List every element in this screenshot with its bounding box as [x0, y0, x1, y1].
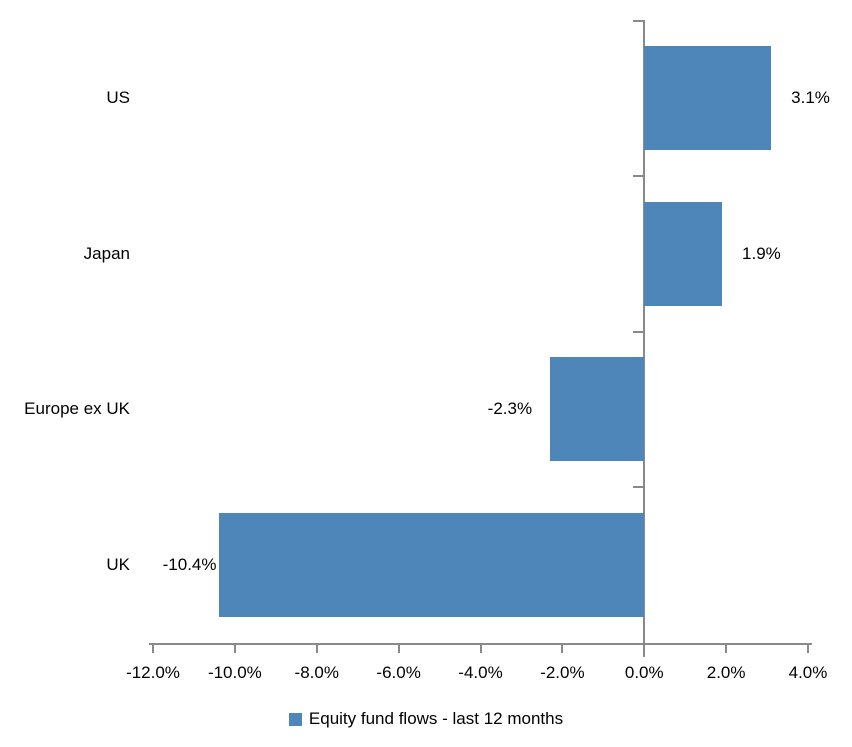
x-tick-label: -6.0% — [376, 663, 421, 682]
bar-japan — [644, 201, 723, 306]
x-axis-tick — [233, 643, 236, 653]
y-axis-tick — [633, 486, 644, 489]
x-tick-label: -8.0% — [294, 663, 339, 682]
x-tick-label: 2.0% — [706, 663, 746, 682]
category-label: US — [106, 87, 130, 107]
bar-europe-ex-uk — [550, 357, 645, 462]
category-label: Europe ex UK — [24, 399, 130, 419]
y-axis-zero-line — [643, 20, 646, 657]
y-axis-tick — [633, 20, 644, 22]
x-axis-tick — [152, 643, 154, 653]
bar-uk — [218, 513, 645, 618]
legend-swatch-icon — [288, 712, 302, 726]
x-tick-label: -2.0% — [540, 663, 585, 682]
value-label: 1.9% — [742, 243, 781, 263]
y-axis-tick — [633, 174, 644, 177]
value-label: -10.4% — [162, 555, 217, 575]
category-label: Japan — [83, 243, 130, 263]
x-tick-label: -12.0% — [126, 663, 180, 682]
x-axis-tick — [479, 643, 482, 653]
category-label: UK — [106, 555, 130, 575]
x-tick-label: -4.0% — [458, 663, 503, 682]
bar-us — [644, 45, 772, 150]
value-label: -2.3% — [487, 399, 533, 419]
x-tick-label: 4.0% — [788, 663, 828, 682]
legend: Equity fund flows - last 12 months — [0, 708, 852, 730]
x-axis-tick — [807, 643, 809, 653]
x-axis-tick — [397, 643, 400, 653]
value-label: 3.1% — [791, 87, 830, 107]
x-tick-label: -10.0% — [207, 663, 262, 682]
x-axis-tick — [561, 643, 564, 653]
x-tick-label: 0.0% — [624, 663, 664, 682]
y-axis-tick — [633, 330, 644, 333]
legend-label: Equity fund flows - last 12 months — [308, 709, 564, 728]
x-axis-tick — [315, 643, 318, 653]
x-axis-tick — [725, 643, 728, 653]
